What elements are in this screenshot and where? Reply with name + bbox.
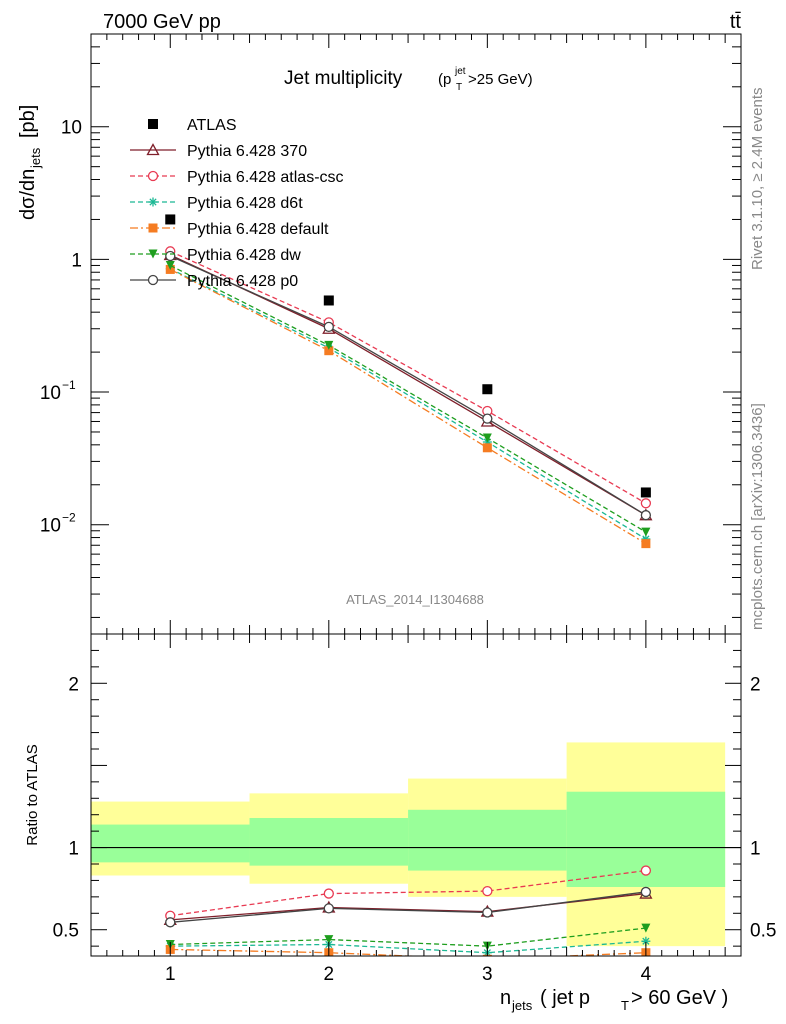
legend: ATLAS Pythia 6.428 370 Pythia 6.428 atlas-… bbox=[130, 117, 344, 290]
legend-marker bbox=[148, 119, 158, 129]
ratio-line-1 bbox=[170, 869, 646, 917]
chart-title: Jet multiplicity bbox=[284, 68, 403, 89]
ratio-ylabel: Ratio to ATLAS bbox=[24, 744, 41, 845]
legend-marker bbox=[146, 143, 160, 156]
legend-label: Pythia 6.428 370 bbox=[187, 143, 307, 160]
collision-label: 7000 GeV pp bbox=[103, 11, 221, 33]
series-line-2 bbox=[169, 268, 647, 540]
main-ylabel: dσ/dn jets [pb] bbox=[17, 105, 43, 220]
title-cut-rest: >25 GeV) bbox=[468, 71, 533, 88]
xlabel-sub: jets bbox=[511, 998, 533, 1013]
ratio-y-tick-label: 1 bbox=[68, 839, 79, 860]
ratio-4-point bbox=[641, 923, 651, 933]
legend-label: Pythia 6.428 dw bbox=[187, 247, 301, 264]
uncertainty-band-green bbox=[249, 818, 409, 866]
series-3-point bbox=[324, 346, 334, 356]
process-label: tt̄ bbox=[730, 11, 742, 33]
mcplots-label: mcplots.cern.ch [arXiv:1306.3436] bbox=[749, 403, 766, 630]
ratio-panel: 2 2 1 1 0.5 0.5 Ratio to ATLAS 1 2 3 4 n jets ( … bbox=[24, 633, 776, 1013]
series-line-4 bbox=[169, 264, 647, 533]
legend-marker bbox=[148, 249, 158, 259]
y-tick-label: 1 bbox=[71, 250, 82, 271]
atlas-data-point bbox=[482, 384, 493, 395]
xlabel-mid: ( jet p bbox=[540, 987, 590, 1009]
ylabel-sub: jets bbox=[28, 147, 43, 169]
series-4-point bbox=[641, 527, 651, 537]
x-tick-label: 4 bbox=[641, 964, 652, 985]
uncertainty-band-green bbox=[408, 809, 567, 871]
title-cut-sup: jet bbox=[454, 66, 466, 77]
series-5-point bbox=[640, 510, 652, 521]
series-5-point bbox=[323, 321, 334, 333]
series-4-point bbox=[165, 260, 175, 270]
ratio-5-point bbox=[165, 917, 176, 928]
series-5-point bbox=[165, 250, 176, 262]
uncertainty-band-green bbox=[91, 824, 250, 863]
ratio-1-point bbox=[482, 885, 493, 897]
series-line-3 bbox=[169, 268, 647, 545]
xlabel-sub2: T bbox=[621, 998, 629, 1013]
ratio-4-point bbox=[324, 935, 334, 945]
legend-marker bbox=[148, 197, 158, 207]
y-tick-label: 10 bbox=[61, 118, 82, 139]
title-cut-sub: T bbox=[456, 82, 462, 93]
atlas-data-point bbox=[323, 295, 334, 306]
legend-marker bbox=[148, 223, 158, 233]
ratio-y-tick-label-right: 0.5 bbox=[750, 921, 776, 942]
legend-label: Pythia 6.428 atlas-csc bbox=[187, 169, 344, 186]
ylabel-main: dσ/dn bbox=[17, 169, 39, 220]
y-tick-exponent: −2 bbox=[62, 511, 76, 525]
series-1-point bbox=[640, 498, 652, 509]
legend-label: Pythia 6.428 default bbox=[187, 221, 329, 238]
ratio-5-point bbox=[323, 903, 334, 914]
ratio-line-2 bbox=[170, 940, 646, 954]
series-5-point bbox=[482, 413, 493, 424]
legend-label: Pythia 6.428 d6t bbox=[187, 195, 303, 212]
y-tick-label: 10 bbox=[40, 383, 61, 404]
ratio-frame bbox=[90, 633, 742, 957]
series-line-5 bbox=[170, 255, 647, 516]
ratio-y-tick-label-right: 1 bbox=[750, 839, 761, 860]
ratio-5-point bbox=[482, 907, 493, 918]
y-tick-label: 10 bbox=[40, 516, 61, 537]
series-line-0 bbox=[169, 254, 647, 516]
ratio-1-point bbox=[640, 865, 652, 876]
legend-marker bbox=[147, 274, 159, 286]
title-cut-p: (p bbox=[438, 71, 451, 88]
ratio-y-tick-label: 0.5 bbox=[53, 921, 79, 942]
ylabel-rest: [pb] bbox=[17, 105, 39, 138]
series-line-1 bbox=[170, 250, 647, 504]
xlabel-rest: > 60 GeV ) bbox=[631, 987, 728, 1009]
atlas-data-point bbox=[640, 487, 651, 498]
series-3-point bbox=[641, 539, 651, 549]
ratio-y-tick-label-right: 2 bbox=[750, 674, 761, 695]
x-tick-label: 3 bbox=[482, 964, 493, 985]
x-tick-label: 2 bbox=[324, 964, 335, 985]
x-tick-label: 1 bbox=[165, 964, 176, 985]
legend-marker bbox=[147, 170, 159, 182]
atlas-data-point bbox=[165, 214, 176, 225]
series-4-point bbox=[482, 433, 492, 443]
ratio-5-point bbox=[640, 886, 652, 898]
legend-label: Pythia 6.428 p0 bbox=[187, 273, 298, 290]
rivet-label: Rivet 3.1.10, ≥ 2.4M events bbox=[749, 88, 766, 271]
analysis-id: ATLAS_2014_I1304688 bbox=[346, 592, 484, 607]
ratio-line-5 bbox=[170, 891, 646, 923]
xlabel-main: n bbox=[500, 987, 511, 1009]
ratio-y-tick-label: 2 bbox=[68, 674, 79, 695]
legend-label: ATLAS bbox=[187, 117, 237, 134]
y-tick-exponent: −1 bbox=[62, 378, 76, 392]
ratio-1-point bbox=[323, 888, 334, 899]
series-4-point bbox=[324, 340, 334, 350]
series-3-point bbox=[482, 443, 492, 453]
